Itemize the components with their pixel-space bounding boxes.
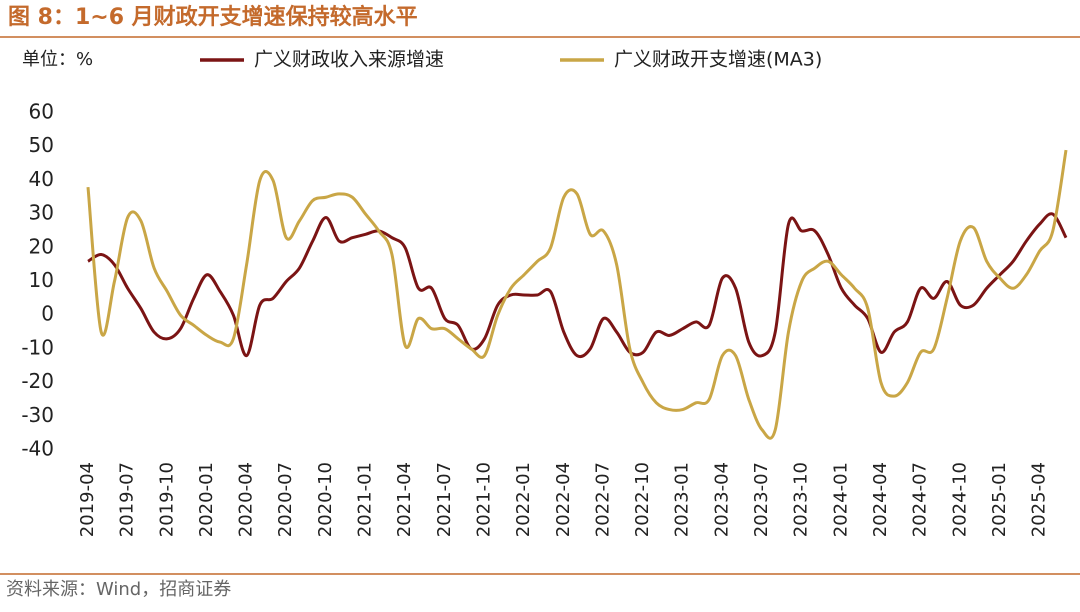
x-tick-label: 2025-01 [989, 462, 1010, 537]
y-tick-label: 50 [29, 133, 54, 157]
legend-label: 广义财政收入来源增速 [254, 49, 444, 71]
series-line [86, 149, 1068, 440]
y-tick-label: 0 [41, 302, 54, 326]
y-tick-label: -10 [21, 335, 54, 359]
y-tick-label: 20 [29, 234, 54, 258]
x-tick-label: 2023-04 [711, 462, 732, 537]
x-tick-label: 2020-10 [315, 462, 336, 537]
x-tick-label: 2022-10 [632, 462, 653, 537]
x-tick-label: 2020-01 [196, 462, 217, 537]
x-tick-label: 2019-04 [77, 462, 98, 537]
y-tick-label: -40 [21, 437, 54, 461]
x-tick-label: 2021-01 [355, 462, 376, 537]
x-tick-label: 2024-01 [830, 462, 851, 537]
x-tick-label: 2023-10 [791, 462, 812, 537]
x-tick-label: 2021-04 [394, 462, 415, 537]
x-tick-label: 2019-10 [156, 462, 177, 537]
unit-label: 单位：% [22, 49, 93, 70]
x-tick-label: 2021-10 [473, 462, 494, 537]
y-tick-label: -20 [21, 369, 54, 393]
x-tick-label: 2024-10 [949, 462, 970, 537]
y-tick-label: 30 [29, 201, 54, 225]
x-tick-label: 2023-07 [751, 462, 772, 537]
y-tick-label: 10 [29, 268, 54, 292]
series-line [87, 212, 1068, 359]
x-tick-label: 2020-07 [275, 462, 296, 537]
x-tick-label: 2019-07 [117, 462, 138, 537]
source: 资料来源：Wind，招商证券 [6, 579, 231, 600]
y-tick-label: -30 [21, 403, 54, 427]
x-tick-label: 2021-07 [434, 462, 455, 537]
x-tick-label: 2022-04 [553, 462, 574, 537]
y-tick-label: 60 [29, 100, 54, 124]
y-tick-label: 40 [29, 167, 54, 191]
x-tick-label: 2023-01 [672, 462, 693, 537]
legend-label: 广义财政开支增速(MA3) [614, 49, 822, 71]
x-tick-label: 2025-04 [1029, 462, 1050, 537]
x-tick-label: 2022-01 [513, 462, 534, 537]
chart-title: 图 8：1~6 月财政开支增速保持较高水平 [8, 4, 418, 30]
x-tick-label: 2024-04 [870, 462, 891, 537]
x-tick-label: 2022-07 [592, 462, 613, 537]
x-tick-label: 2024-07 [910, 462, 931, 537]
x-tick-label: 2020-04 [236, 462, 257, 537]
